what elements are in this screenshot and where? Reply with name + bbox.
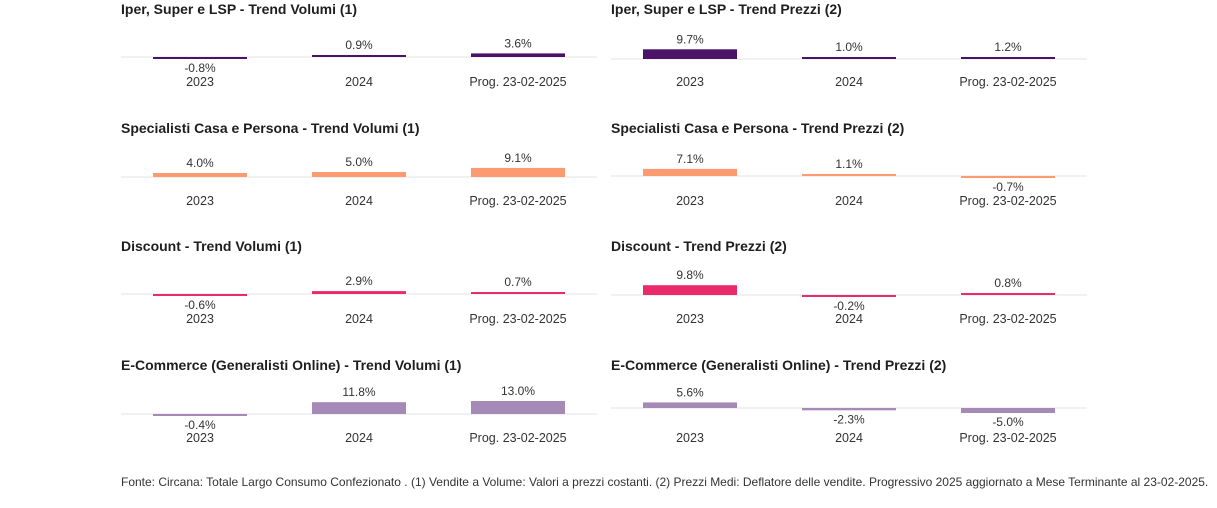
data-label: 3.6% xyxy=(504,36,532,50)
category-tick-label: 2024 xyxy=(345,431,373,445)
bar-chart: 5.6% 2023 -2.3% 2024 -5.0% Prog. 23-02-2025 xyxy=(611,385,1087,445)
data-label: -0.8% xyxy=(184,61,216,75)
category-tick-label: 2024 xyxy=(835,431,863,445)
category-tick-label: 2023 xyxy=(676,194,704,208)
category-tick-label: Prog. 23-02-2025 xyxy=(959,194,1056,208)
data-label: -5.0% xyxy=(992,415,1024,429)
bar-chart: 9.8% 2023 -0.2%2024 0.8% Prog. 23-02-2025 xyxy=(611,268,1087,326)
bar xyxy=(312,291,406,294)
chart-title: Specialisti Casa e Persona - Trend Prezz… xyxy=(611,120,905,136)
category-tick-label: Prog. 23-02-2025 xyxy=(469,312,566,326)
chart-title: Iper, Super e LSP - Trend Prezzi (2) xyxy=(611,1,842,17)
bar xyxy=(802,174,896,176)
chart-title: Discount - Trend Prezzi (2) xyxy=(611,238,787,254)
chart-title: E-Commerce (Generalisti Online) - Trend … xyxy=(121,357,462,373)
data-label: 0.7% xyxy=(504,275,532,289)
category-tick-label: 2023 xyxy=(186,194,214,208)
category-tick-label: 2023 xyxy=(186,312,214,326)
panel-iper-volumi: Iper, Super e LSP - Trend Volumi (1) -0.… xyxy=(121,1,601,111)
bar xyxy=(153,414,247,416)
category-tick-label: 2023 xyxy=(186,431,214,445)
chart-title: Specialisti Casa e Persona - Trend Volum… xyxy=(121,120,420,136)
bar xyxy=(961,293,1055,295)
panel-iper-prezzi: Iper, Super e LSP - Trend Prezzi (2) 9.7… xyxy=(611,1,1091,111)
category-tick-label: Prog. 23-02-2025 xyxy=(469,194,566,208)
data-label: -0.6% xyxy=(184,298,216,312)
bar xyxy=(471,53,565,57)
bar xyxy=(643,168,737,176)
panel-ecommerce-volumi: E-Commerce (Generalisti Online) - Trend … xyxy=(121,357,601,467)
data-label: 1.0% xyxy=(835,40,863,54)
bar xyxy=(643,49,737,59)
bar xyxy=(802,408,896,411)
category-tick-label: 2024 xyxy=(345,75,373,89)
data-label: 1.1% xyxy=(835,157,863,171)
bar xyxy=(153,294,247,296)
category-tick-label: 2024 xyxy=(835,194,863,208)
bar xyxy=(471,292,565,294)
category-tick-label: Prog. 23-02-2025 xyxy=(959,312,1056,326)
bar xyxy=(643,402,737,408)
chart-title: Iper, Super e LSP - Trend Volumi (1) xyxy=(121,1,357,17)
bar xyxy=(153,57,247,59)
bar xyxy=(643,285,737,295)
category-tick-label: 2024 xyxy=(345,312,373,326)
bar-chart: 4.0% 2023 5.0% 2024 9.1% Prog. 23-02-2025 xyxy=(121,151,597,208)
panel-ecommerce-prezzi: E-Commerce (Generalisti Online) - Trend … xyxy=(611,357,1091,467)
category-tick-label: 2023 xyxy=(676,312,704,326)
bar xyxy=(312,55,406,57)
bar-chart: -0.4%2023 11.8% 2024 13.0% Prog. 23-02-2025 xyxy=(121,384,597,445)
data-label: -2.3% xyxy=(833,412,865,426)
bar-chart: -0.6%2023 2.9% 2024 0.7% Prog. 23-02-2025 xyxy=(121,274,597,326)
bar-chart: 7.1% 2023 1.1% 2024 -0.7%Prog. 23-02-2025 xyxy=(611,152,1087,208)
data-label: 9.8% xyxy=(676,268,704,282)
bar xyxy=(312,402,406,414)
data-label: -0.4% xyxy=(184,418,216,432)
category-tick-label: Prog. 23-02-2025 xyxy=(469,75,566,89)
chart-title: E-Commerce (Generalisti Online) - Trend … xyxy=(611,357,947,373)
category-tick-label: 2023 xyxy=(186,75,214,89)
category-tick-label: 2024 xyxy=(835,75,863,89)
chart-title: Discount - Trend Volumi (1) xyxy=(121,238,302,254)
data-label: 13.0% xyxy=(501,384,535,398)
bar-chart: -0.8%2023 0.9% 2024 3.6% Prog. 23-02-2025 xyxy=(121,36,597,89)
data-label: 2.9% xyxy=(345,274,373,288)
data-label: 9.7% xyxy=(676,32,704,46)
data-label: 5.0% xyxy=(345,155,373,169)
data-label: -0.7% xyxy=(992,180,1024,194)
data-label: 1.2% xyxy=(994,40,1022,54)
category-tick-label: 2023 xyxy=(676,75,704,89)
category-tick-label: 2024 xyxy=(835,312,863,326)
panel-discount-volumi: Discount - Trend Volumi (1) -0.6% 2023 2.9… xyxy=(121,238,601,348)
category-tick-label: Prog. 23-02-2025 xyxy=(959,431,1056,445)
bar-chart: 9.7% 2023 1.0% 2024 1.2% Prog. 23-02-2025 xyxy=(611,32,1087,89)
bar xyxy=(802,57,896,59)
source-note: Fonte: Circana: Totale Largo Consumo Con… xyxy=(121,475,1209,489)
data-label: 0.8% xyxy=(994,276,1022,290)
panel-specialisti-prezzi: Specialisti Casa e Persona - Trend Prezz… xyxy=(611,120,1091,230)
bar xyxy=(471,167,565,177)
category-tick-label: 2023 xyxy=(676,431,704,445)
data-label: 0.9% xyxy=(345,38,373,52)
category-tick-label: Prog. 23-02-2025 xyxy=(469,431,566,445)
category-tick-label: 2024 xyxy=(345,194,373,208)
bar xyxy=(471,401,565,414)
data-label: -0.2% xyxy=(833,299,865,313)
bar xyxy=(153,173,247,177)
bar xyxy=(312,172,406,177)
data-label: 5.6% xyxy=(676,385,704,399)
bar xyxy=(961,408,1055,413)
bar xyxy=(961,57,1055,59)
data-label: 4.0% xyxy=(186,156,214,170)
data-label: 7.1% xyxy=(676,152,704,166)
bar xyxy=(802,295,896,297)
bar xyxy=(961,176,1055,178)
category-tick-label: Prog. 23-02-2025 xyxy=(959,75,1056,89)
panel-specialisti-volumi: Specialisti Casa e Persona - Trend Volum… xyxy=(121,120,601,230)
data-label: 11.8% xyxy=(342,385,375,399)
data-label: 9.1% xyxy=(504,151,532,165)
panel-discount-prezzi: Discount - Trend Prezzi (2) 9.8% 2023 -0.2… xyxy=(611,238,1091,348)
